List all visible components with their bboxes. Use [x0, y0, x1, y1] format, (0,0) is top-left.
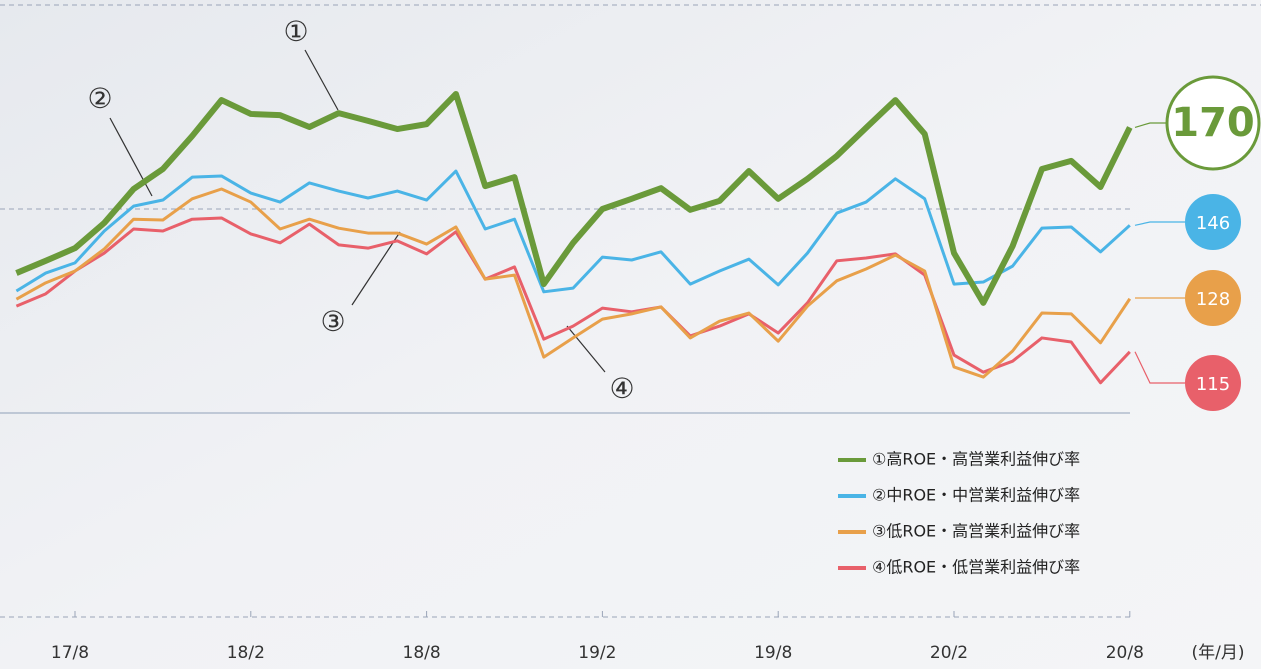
x-tick-label: 19/8: [754, 643, 792, 663]
end-badge: [1165, 75, 1261, 171]
connector: [1134, 122, 1167, 128]
x-axis-label: (年/月): [1192, 643, 1245, 663]
x-tick-label: 18/2: [227, 643, 265, 663]
leader-line: [566, 325, 606, 373]
end-badge: [1185, 194, 1241, 250]
connector: [1134, 221, 1185, 226]
annotation: ①: [283, 15, 308, 48]
x-tick-label: 19/2: [578, 643, 616, 663]
annotation: ④: [609, 372, 634, 405]
line-series: [15, 187, 1132, 379]
legend-label: ④低ROE・低営業利益伸び率: [872, 558, 1080, 577]
end-label: 115: [1196, 374, 1230, 395]
line-series: [15, 90, 1133, 306]
x-tick-label: 17/8: [51, 643, 89, 663]
legend-label: ①高ROE・高営業利益伸び率: [872, 450, 1080, 469]
annotation: ③: [320, 305, 345, 338]
line-series: [15, 216, 1131, 385]
end-label: 146: [1196, 213, 1230, 234]
x-tick-label: 18/8: [403, 643, 441, 663]
end-badge: [1185, 270, 1241, 326]
legend-label: ②中ROE・中営業利益伸び率: [872, 486, 1080, 505]
leader-line: [351, 231, 401, 306]
leader-line: [304, 49, 339, 111]
line-series: [15, 169, 1131, 294]
x-tick-label: 20/2: [930, 643, 968, 663]
end-label: 170: [1171, 100, 1255, 146]
end-badge: [1185, 355, 1241, 411]
connector: [1134, 351, 1185, 384]
legend-label: ③低ROE・高営業利益伸び率: [872, 522, 1080, 541]
annotation: ②: [87, 82, 112, 115]
end-label: 128: [1196, 289, 1230, 310]
x-tick-label: 20/8: [1106, 643, 1144, 663]
